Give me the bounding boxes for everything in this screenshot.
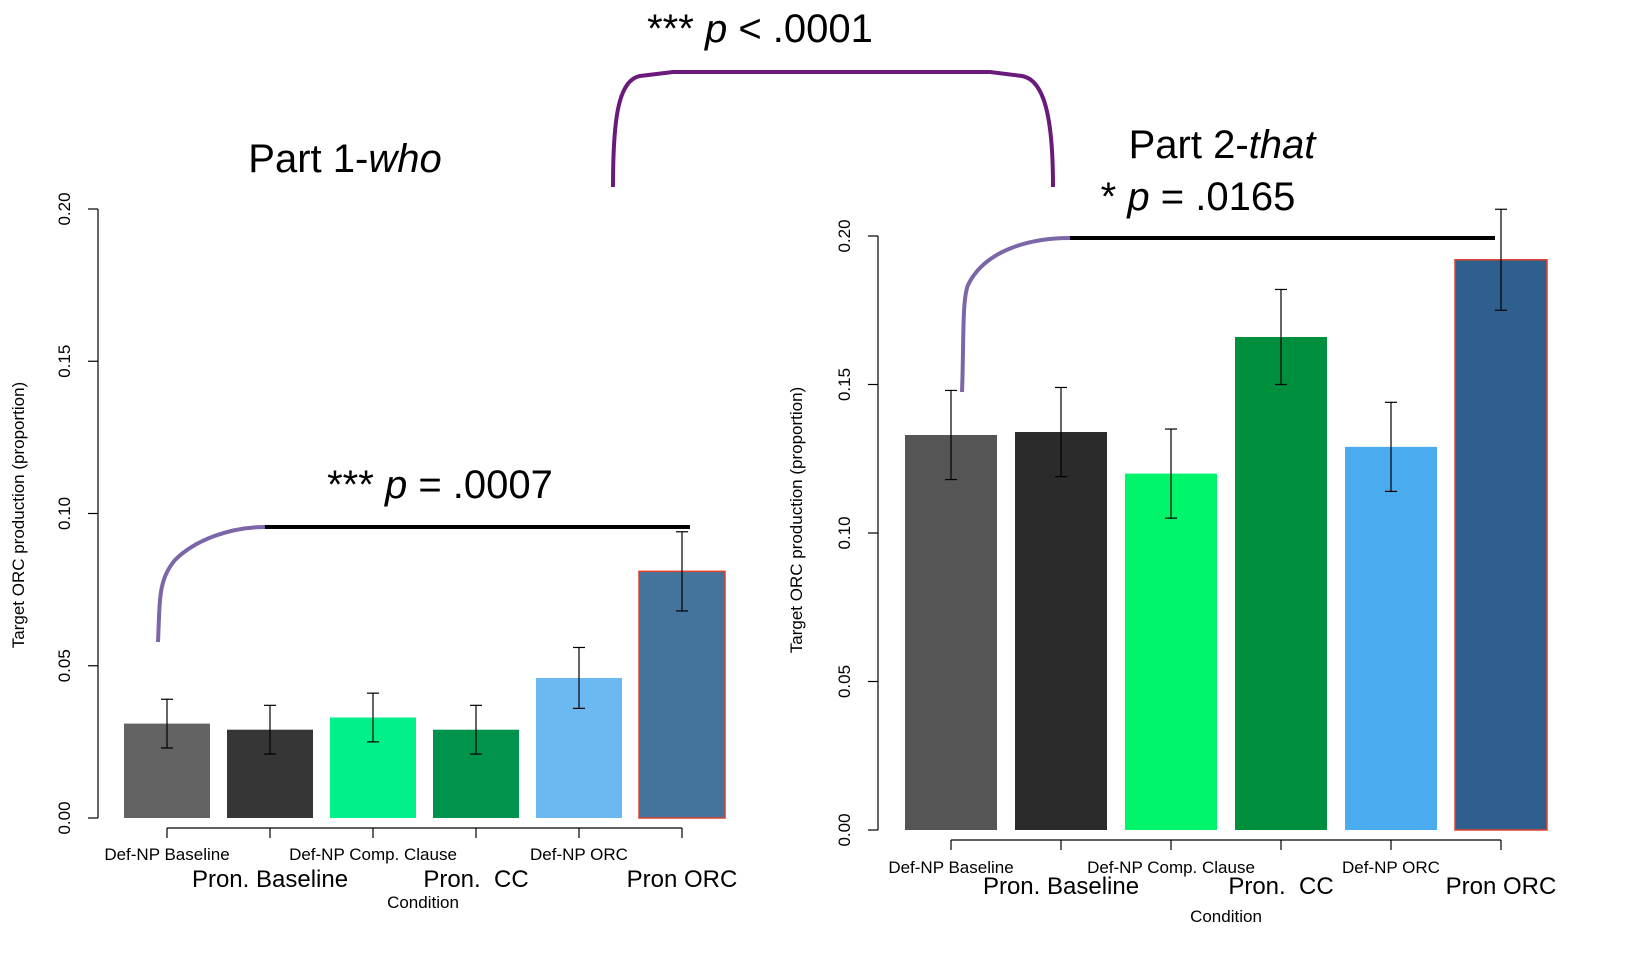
chart-title: Part 2-that [1129, 123, 1318, 167]
significance-label: * p = .0165 [1101, 175, 1296, 219]
comparison-label: *** p < .0001 [647, 7, 873, 51]
bar [1125, 473, 1217, 830]
y-tick-label: 0.00 [835, 813, 854, 846]
y-tick-label: 0.15 [55, 345, 74, 378]
x-axis-label: Condition [1190, 907, 1262, 926]
y-tick-label: 0.20 [55, 192, 74, 225]
title-text: Part 1- [248, 137, 368, 181]
x-tick-label: Def-NP Comp. Clause [289, 845, 457, 864]
y-tick-label: 0.15 [835, 368, 854, 401]
x-axis-label: Condition [387, 893, 459, 912]
x-tick-label: Pron. CC [1228, 873, 1333, 900]
stars: *** [647, 7, 694, 51]
y-tick-label: 0.00 [55, 801, 74, 834]
y-tick-label: 0.10 [835, 516, 854, 549]
significance-label: *** p = .0007 [327, 463, 553, 507]
x-tick-label: Pron. Baseline [983, 873, 1139, 900]
stars: *** [327, 463, 374, 507]
significance-bracket [960, 236, 1071, 393]
x-tick-label: Pron ORC [627, 866, 738, 893]
title-text: Part 2- [1129, 123, 1249, 167]
stat: p [704, 7, 727, 51]
result: = .0007 [418, 463, 553, 507]
y-tick-label: 0.10 [55, 497, 74, 530]
x-tick-label: Pron ORC [1446, 873, 1557, 900]
result: < .0001 [738, 7, 873, 51]
chart-title: Part 1-who [248, 137, 441, 181]
y-axis-label: Target ORC production (proportion) [9, 382, 28, 648]
x-tick-label: Def-NP ORC [1342, 858, 1440, 877]
bar [905, 434, 997, 830]
x-tick-label: Def-NP Comp. Clause [1087, 858, 1255, 877]
bar [1345, 446, 1437, 830]
title-italic: that [1249, 123, 1318, 167]
x-tick-label: Def-NP ORC [530, 845, 628, 864]
y-tick-label: 0.20 [835, 219, 854, 252]
x-tick-label: Def-NP Baseline [888, 858, 1013, 877]
stars: * [1101, 175, 1117, 219]
y-axis-label: Target ORC production (proportion) [787, 387, 806, 653]
x-tick-label: Pron. Baseline [192, 866, 348, 893]
title-italic: who [368, 137, 441, 181]
stat: p [1126, 175, 1149, 219]
x-tick-label: Pron. CC [423, 866, 528, 893]
y-tick-label: 0.05 [55, 649, 74, 682]
result: = .0165 [1161, 175, 1296, 219]
stat: p [384, 463, 407, 507]
significance-bracket [156, 525, 266, 643]
bar [1015, 432, 1107, 830]
comparison-bracket [611, 70, 1055, 188]
bar [1235, 336, 1327, 830]
bar [1454, 259, 1548, 831]
y-tick-label: 0.05 [835, 665, 854, 698]
x-tick-label: Def-NP Baseline [104, 845, 229, 864]
